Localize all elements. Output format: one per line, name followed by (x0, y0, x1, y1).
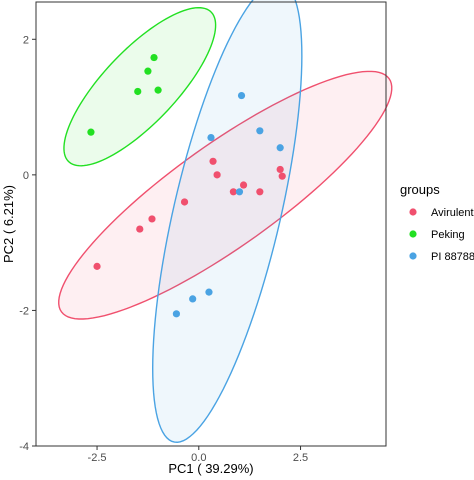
y-axis-title: PC2 ( 6.21%) (1, 185, 16, 263)
plot-border (35, 1, 387, 447)
y-tick-label: -2 (19, 305, 29, 317)
data-point-avirulent (229, 188, 237, 196)
legend-key-peking (409, 230, 417, 238)
data-point-pi-88788 (205, 288, 213, 296)
data-point-pi-88788 (189, 295, 197, 303)
data-point-pi-88788 (237, 91, 246, 100)
data-point-peking (150, 53, 158, 62)
confidence-ellipse-peking (63, 6, 217, 167)
y-tick-label: 0 (23, 170, 29, 182)
data-point-avirulent (209, 157, 217, 165)
data-point-avirulent (276, 165, 284, 174)
x-tick-label: 2.5 (293, 452, 308, 464)
data-point-peking (144, 67, 152, 75)
legend-key-avirulent (409, 208, 417, 216)
data-point-avirulent (148, 215, 156, 223)
legend-key-pi-88788 (409, 252, 417, 260)
legend-label-avirulent: Avirulent (431, 207, 474, 219)
plot-area (36, 0, 393, 446)
data-point-pi-88788 (276, 144, 284, 152)
legend-label-pi-88788: PI 88788 (431, 251, 474, 263)
x-tick-label: 0.0 (191, 452, 206, 464)
axes: -2.5 0.0 2.5 -4 -2 0 2 (19, 1, 387, 464)
data-point-avirulent (180, 198, 189, 206)
data-point-avirulent (93, 262, 101, 270)
x-axis-title: PC1 ( 39.29%) (168, 461, 253, 476)
legend-title: groups (400, 182, 440, 197)
data-point-pi-88788 (172, 310, 181, 318)
legend: groups Avirulent Peking PI 88788 (400, 182, 474, 263)
legend-label-peking: Peking (431, 229, 465, 241)
data-point-avirulent (256, 188, 264, 196)
data-point-avirulent (278, 172, 286, 180)
data-point-avirulent (136, 225, 144, 233)
x-tick-label: -2.5 (88, 452, 107, 464)
y-tick-label: -4 (19, 441, 29, 453)
y-tick-label: 2 (23, 34, 29, 46)
data-point-pi-88788 (235, 188, 244, 196)
data-point-pi-88788 (256, 127, 264, 135)
data-point-avirulent (239, 181, 248, 189)
plot-background (36, 2, 386, 446)
data-point-avirulent (213, 171, 221, 179)
confidence-ellipse-pi-88788 (151, 0, 303, 443)
confidence-ellipse-avirulent (58, 70, 393, 320)
data-point-pi-88788 (207, 133, 215, 142)
data-point-peking (154, 86, 162, 94)
data-point-peking (87, 128, 95, 136)
data-point-peking (134, 87, 142, 96)
